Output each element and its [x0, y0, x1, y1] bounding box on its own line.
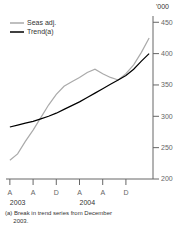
html-text:Seas adj.: Seas adj. — [27, 19, 57, 26]
svg-text:400: 400 — [161, 50, 173, 57]
svg-text:250: 250 — [161, 144, 173, 151]
svg-text:450: 450 — [161, 19, 173, 26]
svg-text:2004: 2004 — [80, 199, 96, 205]
svg-text:D: D — [54, 189, 59, 196]
svg-text:300: 300 — [161, 113, 173, 120]
svg-text:2003: 2003 — [10, 199, 26, 205]
svg-text:200: 200 — [161, 175, 173, 182]
svg-text:A: A — [77, 189, 82, 196]
svg-text:D: D — [123, 189, 128, 196]
svg-text:A: A — [100, 189, 105, 196]
svg-text:A: A — [31, 189, 36, 196]
html-text:Trend(a): Trend(a) — [27, 28, 54, 35]
svg-text:A: A — [8, 189, 13, 196]
svg-text:350: 350 — [161, 81, 173, 88]
html-text:'000: '000 — [156, 3, 169, 10]
html-text:(a) Break in trend series from: (a) Break in trend series from December … — [5, 210, 112, 224]
